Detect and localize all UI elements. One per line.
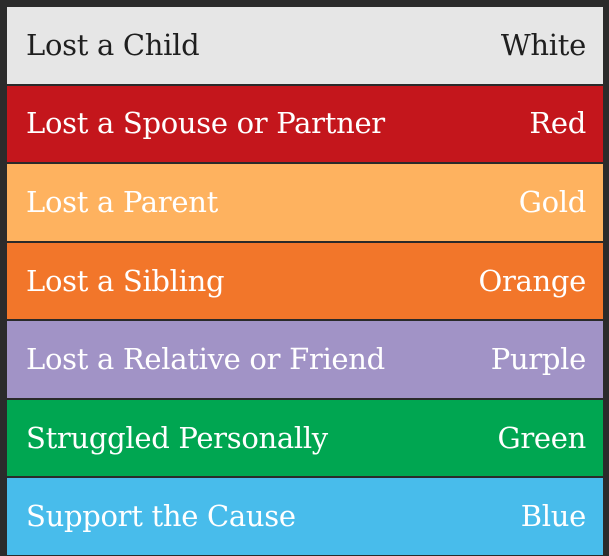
- legend-row-color-name: Orange: [478, 263, 586, 298]
- legend-row-label: Struggled Personally: [26, 420, 328, 455]
- legend-row-label: Lost a Parent: [26, 184, 218, 219]
- legend-row-label: Lost a Child: [26, 27, 200, 62]
- legend-row-lost-sibling: Lost a Sibling Orange: [7, 242, 603, 320]
- legend-row-color-name: Green: [497, 420, 586, 455]
- color-legend: Lost a Child White Lost a Spouse or Part…: [7, 7, 603, 556]
- legend-row-color-name: Blue: [520, 499, 587, 534]
- legend-row-color-name: Gold: [518, 184, 587, 219]
- legend-row-label: Lost a Relative or Friend: [26, 342, 385, 377]
- legend-row-lost-child: Lost a Child White: [7, 7, 603, 84]
- legend-row-label: Lost a Sibling: [26, 263, 225, 298]
- legend-row-color-name: White: [500, 27, 586, 62]
- legend-row-support: Support the Cause Blue: [7, 478, 603, 556]
- legend-row-lost-parent: Lost a Parent Gold: [7, 164, 603, 241]
- legend-row-lost-spouse: Lost a Spouse or Partner Red: [7, 85, 603, 163]
- legend-row-struggled: Struggled Personally Green: [7, 399, 603, 477]
- legend-row-color-name: Purple: [490, 342, 587, 377]
- legend-row-label: Support the Cause: [26, 499, 296, 534]
- legend-row-label: Lost a Spouse or Partner: [26, 106, 385, 141]
- legend-row-color-name: Red: [529, 106, 586, 141]
- legend-row-lost-relative: Lost a Relative or Friend Purple: [7, 321, 603, 398]
